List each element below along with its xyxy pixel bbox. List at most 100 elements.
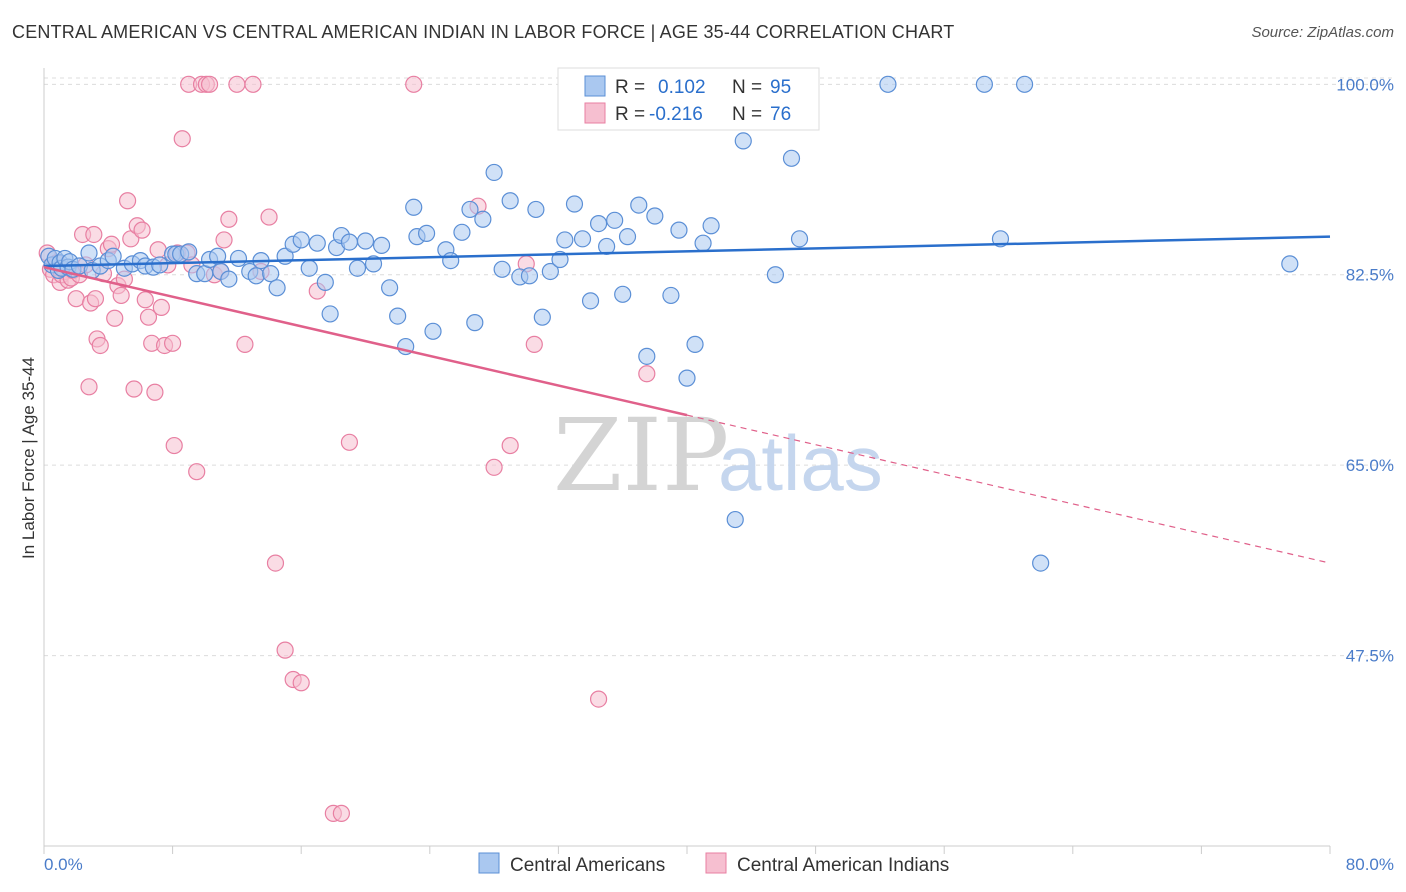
point-central-americans xyxy=(565,195,584,213)
point-central-americans xyxy=(975,75,993,93)
point-central-americans xyxy=(151,256,169,274)
point-central-americans xyxy=(766,266,785,284)
point-central-americans xyxy=(646,207,664,225)
point-central-american-indians xyxy=(260,208,278,226)
point-central-americans xyxy=(262,265,280,283)
point-central-americans xyxy=(372,236,391,254)
series-legend: Central Americans Central American India… xyxy=(478,852,949,876)
point-central-american-indians xyxy=(589,690,608,708)
watermark: ZIP atlas xyxy=(553,397,883,514)
point-central-american-indians xyxy=(85,225,103,244)
point-central-americans xyxy=(662,286,680,305)
stats-legend: R = 0.102 N = 95 R = -0.216 N = 76 xyxy=(557,67,820,131)
legend-n-label-pink: N = xyxy=(732,104,762,125)
central-americans-points xyxy=(40,75,1299,572)
point-central-americans xyxy=(501,192,519,210)
point-central-americans xyxy=(678,369,696,387)
point-central-americans xyxy=(1281,255,1299,273)
point-central-american-indians xyxy=(236,335,254,353)
legend-swatch-pink xyxy=(584,102,606,124)
point-central-americans xyxy=(424,322,442,340)
series-legend-label-blue: Central Americans xyxy=(510,855,665,876)
point-central-american-indians xyxy=(125,380,143,398)
point-central-american-indians xyxy=(501,436,519,455)
point-central-american-indians xyxy=(188,463,206,481)
y-tick-label: 47.5% xyxy=(1346,647,1394,666)
point-central-americans xyxy=(790,230,809,248)
point-central-americans xyxy=(614,285,632,303)
point-central-americans xyxy=(589,215,608,233)
point-central-americans xyxy=(533,308,551,326)
point-central-americans xyxy=(229,249,248,268)
point-central-americans xyxy=(782,149,801,167)
legend-r-label-pink: R = xyxy=(615,104,645,125)
point-central-american-indians xyxy=(340,433,359,451)
point-central-americans xyxy=(461,200,479,219)
trend-lines xyxy=(43,235,1331,564)
point-central-american-indians xyxy=(638,365,656,383)
legend-n-value-pink: 76 xyxy=(770,104,791,125)
point-central-americans xyxy=(308,234,326,252)
point-central-americans xyxy=(879,75,897,93)
point-central-american-indians xyxy=(146,383,164,401)
point-central-americans xyxy=(381,279,399,297)
point-central-american-indians xyxy=(164,334,182,352)
point-central-americans xyxy=(606,211,624,229)
source-label: Source: ZipAtlas.com xyxy=(1251,24,1394,41)
point-central-americans xyxy=(268,279,286,297)
y-axis-tick-labels: 100.0% 82.5% 65.0% 47.5% xyxy=(1336,75,1394,665)
point-central-american-indians xyxy=(106,309,124,327)
point-central-americans xyxy=(556,231,574,249)
point-central-americans xyxy=(485,163,503,182)
x-axis-ticks xyxy=(43,846,1331,854)
point-central-american-indians xyxy=(244,75,262,93)
point-central-americans xyxy=(541,262,559,281)
point-central-americans xyxy=(638,347,656,365)
point-central-americans xyxy=(453,223,471,241)
point-central-americans xyxy=(80,244,98,262)
point-central-americans xyxy=(340,233,359,251)
series-legend-swatch-pink xyxy=(705,852,727,874)
y-axis-label: In Labor Force | Age 35-44 xyxy=(19,357,38,559)
legend-r-value-blue: 0.102 xyxy=(658,77,706,98)
point-central-american-indians xyxy=(266,554,285,572)
watermark-zip: ZIP xyxy=(553,397,729,514)
trend-line-central-american-indians xyxy=(43,265,688,417)
point-central-americans xyxy=(630,196,648,214)
point-central-americans xyxy=(573,230,592,248)
point-central-americans xyxy=(694,234,712,252)
x-tick-label-min: 0.0% xyxy=(44,855,83,874)
point-central-americans xyxy=(618,228,637,246)
point-central-american-indians xyxy=(215,231,233,249)
point-central-american-indians xyxy=(139,308,158,326)
legend-r-label-blue: R = xyxy=(615,77,645,98)
y-tick-label: 100.0% xyxy=(1336,75,1394,94)
x-tick-label-max: 80.0% xyxy=(1346,855,1394,874)
point-central-american-indians xyxy=(80,378,98,396)
point-central-american-indians xyxy=(276,641,294,659)
y-tick-label: 65.0% xyxy=(1346,456,1394,475)
point-central-american-indians xyxy=(200,75,219,93)
point-central-americans xyxy=(466,314,484,332)
point-central-americans xyxy=(598,237,616,256)
grid-lines xyxy=(44,77,1392,657)
point-central-americans xyxy=(405,198,423,216)
point-central-americans xyxy=(581,292,600,310)
point-central-americans xyxy=(1032,554,1050,572)
point-central-americans xyxy=(734,132,752,150)
chart-title: CENTRAL AMERICAN VS CENTRAL AMERICAN IND… xyxy=(12,22,955,42)
point-central-american-indians xyxy=(112,286,130,305)
legend-n-value-blue: 95 xyxy=(770,77,791,98)
point-central-americans xyxy=(702,217,720,235)
point-central-americans xyxy=(442,251,460,270)
point-central-americans xyxy=(300,259,318,277)
series-legend-label-pink: Central American Indians xyxy=(737,855,949,876)
point-central-american-indians xyxy=(220,210,238,228)
point-central-americans xyxy=(247,267,265,285)
point-central-american-indians xyxy=(332,804,350,822)
point-central-americans xyxy=(670,221,688,239)
point-central-americans xyxy=(726,510,744,529)
point-central-americans xyxy=(991,230,1010,248)
point-central-americans xyxy=(417,224,436,242)
point-central-american-indians xyxy=(118,192,137,210)
